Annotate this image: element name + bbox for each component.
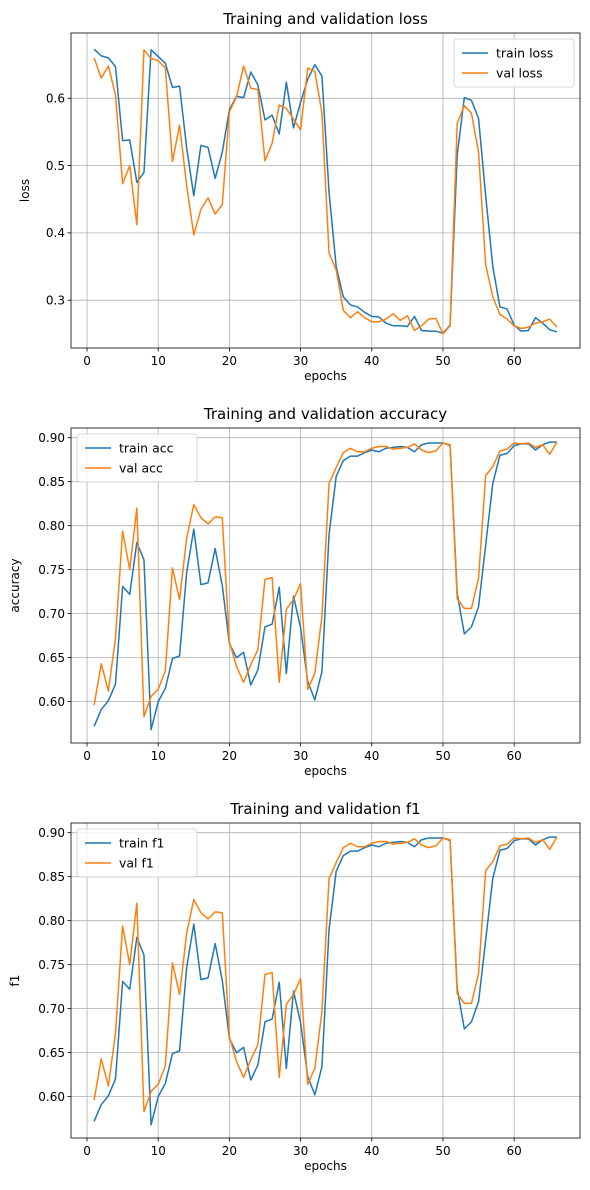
y-tick-label: 0.80 (38, 914, 65, 928)
y-tick-label: 0.60 (38, 1090, 65, 1104)
x-tick-label: 0 (83, 1144, 91, 1158)
y-tick-label: 0.70 (38, 1002, 65, 1016)
x-tick-label: 20 (222, 1144, 237, 1158)
x-axis-label: epochs (304, 764, 347, 778)
legend-label: val loss (496, 66, 543, 81)
y-tick-label: 0.85 (38, 475, 65, 489)
legend-label: train acc (119, 441, 174, 456)
y-tick-label: 0.5 (46, 159, 65, 173)
y-axis-label: loss (18, 179, 32, 202)
legend: train f1 val f1 (76, 828, 198, 878)
series-line-val (93, 441, 558, 718)
legend-box (453, 38, 575, 88)
y-tick-label: 0.85 (38, 870, 65, 884)
legend-label: train f1 (119, 836, 164, 851)
x-tick-label: 0 (83, 354, 91, 368)
x-tick-label: 30 (293, 1144, 308, 1158)
x-tick-label: 40 (364, 749, 379, 763)
y-tick-label: 0.65 (38, 651, 65, 665)
y-tick-label: 0.90 (38, 431, 65, 445)
y-tick-label: 0.70 (38, 607, 65, 621)
x-axis-label: epochs (304, 1159, 347, 1173)
y-tick-label: 0.4 (46, 226, 65, 240)
x-tick-label: 20 (222, 749, 237, 763)
legend-label: train loss (496, 46, 553, 61)
x-tick-label: 0 (83, 749, 91, 763)
y-tick-label: 0.3 (46, 294, 65, 308)
x-tick-label: 60 (507, 1144, 522, 1158)
legend: train loss val loss (453, 38, 575, 88)
x-tick-label: 50 (435, 749, 450, 763)
legend-box (76, 433, 198, 483)
axes-frame (70, 822, 581, 1139)
chart-panel-3: 0 10 20 30 40 50 60 0.60 0.65 0.70 0.75 0.80 0.85 0.9… (8, 800, 581, 1173)
y-tick-label: 0.6 (46, 92, 65, 106)
x-tick-label: 60 (507, 354, 522, 368)
x-tick-label: 10 (151, 749, 166, 763)
chart-panel-1: 0 10 20 30 40 50 60 0.3 0.4 0.5 0.6 Training and va… (18, 10, 581, 383)
series-line-val (93, 836, 558, 1113)
y-tick-label: 0.80 (38, 519, 65, 533)
y-axis-label: f1 (8, 975, 22, 987)
chart-title: Training and validation f1 (229, 800, 420, 818)
x-tick-label: 60 (507, 749, 522, 763)
y-tick-label: 0.75 (38, 958, 65, 972)
chart-title: Training and validation accuracy (203, 405, 447, 423)
x-tick-label: 10 (151, 1144, 166, 1158)
x-tick-label: 50 (435, 354, 450, 368)
x-tick-label: 20 (222, 354, 237, 368)
x-axis-label: epochs (304, 369, 347, 383)
y-tick-label: 0.75 (38, 563, 65, 577)
series-line-val (93, 49, 558, 335)
legend-label: val acc (119, 461, 163, 476)
x-tick-label: 30 (293, 749, 308, 763)
axes-frame (70, 427, 581, 744)
series-line-train (93, 48, 558, 334)
axes-frame (70, 32, 581, 349)
y-tick-label: 0.60 (38, 695, 65, 709)
legend: train acc val acc (76, 433, 198, 483)
chart-panel-2: 0 10 20 30 40 50 60 0.60 0.65 0.70 0.75 0.80 0.85 0.9… (8, 405, 581, 778)
legend-label: val f1 (119, 856, 154, 871)
x-tick-label: 40 (364, 1144, 379, 1158)
x-tick-label: 40 (364, 354, 379, 368)
legend-box (76, 828, 198, 878)
y-axis-label: accuracy (8, 558, 22, 612)
chart-title: Training and validation loss (222, 10, 428, 28)
x-tick-label: 50 (435, 1144, 450, 1158)
series-line-train (93, 836, 557, 1126)
series-line-train (93, 441, 557, 731)
x-tick-label: 10 (151, 354, 166, 368)
y-tick-label: 0.65 (38, 1046, 65, 1060)
x-tick-label: 30 (293, 354, 308, 368)
y-tick-label: 0.90 (38, 826, 65, 840)
